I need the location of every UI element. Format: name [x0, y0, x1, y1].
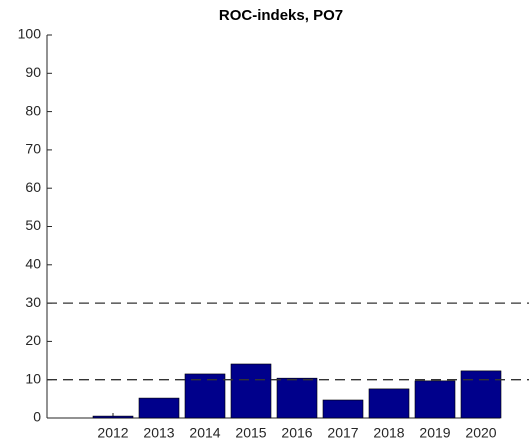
x-tick-label: 2018: [373, 425, 404, 441]
y-tick-label: 30: [25, 294, 41, 310]
y-tick-label: 40: [25, 256, 41, 272]
bar: [92, 415, 134, 419]
bar: [414, 380, 456, 419]
y-tick-label: 100: [18, 26, 42, 42]
y-tick-label: 20: [25, 332, 41, 348]
x-tick-label: 2013: [143, 425, 174, 441]
y-tick-label: 80: [25, 102, 41, 118]
y-tick-label: 70: [25, 141, 41, 157]
y-tick-label: 90: [25, 64, 41, 80]
bar: [460, 370, 502, 419]
x-tick-label: 2016: [281, 425, 312, 441]
y-tick-label: 10: [25, 370, 41, 386]
bar: [276, 377, 318, 419]
bar: [138, 397, 180, 419]
chart-title: ROC-indeks, PO7: [219, 7, 343, 24]
bar: [322, 399, 364, 419]
bar: [230, 363, 272, 419]
x-tick-label: 2017: [327, 425, 358, 441]
bar: [368, 388, 410, 419]
x-tick-label: 2012: [97, 425, 128, 441]
x-tick-label: 2015: [235, 425, 266, 441]
y-tick-label: 60: [25, 179, 41, 195]
y-tick-label: 0: [33, 409, 41, 425]
bar: [184, 373, 226, 419]
x-tick-label: 2014: [189, 425, 220, 441]
x-tick-label: 2020: [465, 425, 496, 441]
y-tick-label: 50: [25, 217, 41, 233]
x-tick-label: 2019: [419, 425, 450, 441]
